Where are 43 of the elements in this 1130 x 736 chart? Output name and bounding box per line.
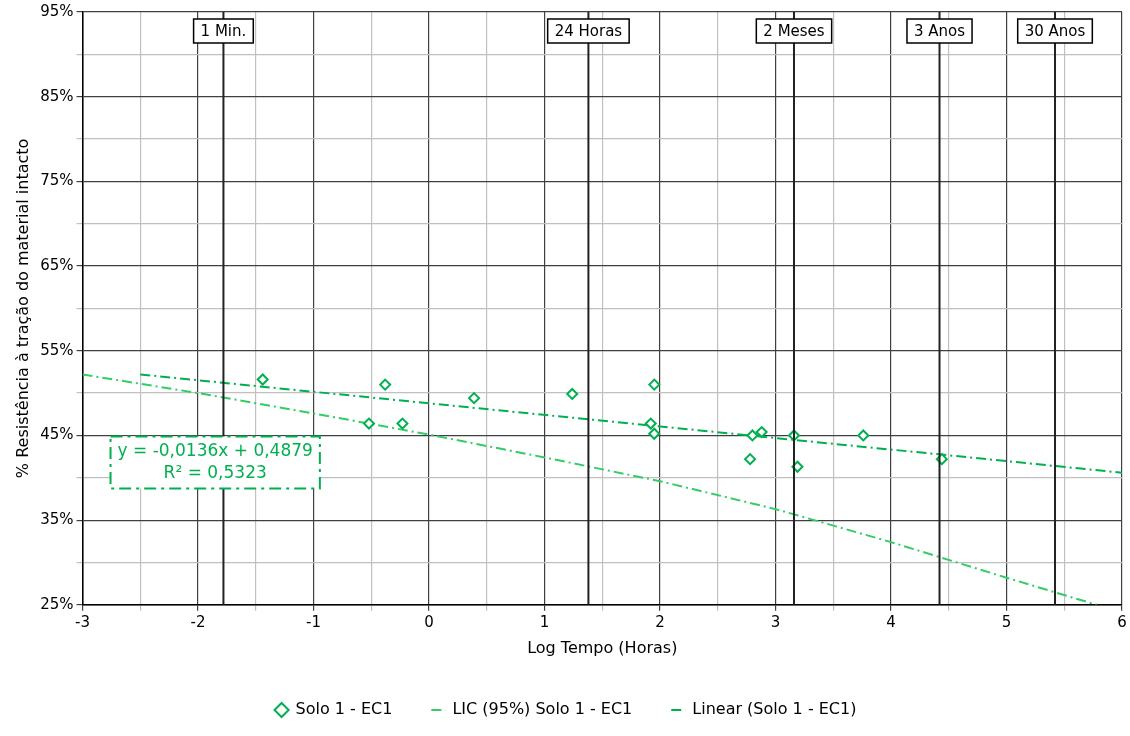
y-tick-label: 45% xyxy=(40,425,74,444)
legend-label: Linear (Solo 1 - EC1) xyxy=(692,699,857,719)
point xyxy=(362,417,375,430)
y-tick-label: 85% xyxy=(40,86,74,105)
point xyxy=(744,453,757,466)
point xyxy=(648,378,661,391)
x-tick-label: 1 xyxy=(539,612,550,631)
point xyxy=(746,429,759,442)
ref-line-label: 24 Horas xyxy=(554,21,623,40)
x-tick-label: 0 xyxy=(424,612,434,631)
y-tick-label: 95% xyxy=(40,1,74,20)
y-tick-label: 65% xyxy=(40,255,74,274)
y-axis-title: % Resistência à tração do material intacto xyxy=(12,138,32,479)
x-tick-label: 6 xyxy=(1117,612,1127,631)
legend-label: Solo 1 - EC1 xyxy=(295,699,393,719)
legend-label: LIC (95%) Solo 1 - EC1 xyxy=(452,699,633,719)
x-tick-label: -3 xyxy=(75,612,91,631)
ref-line-label: 2 Meses xyxy=(763,21,825,40)
point xyxy=(648,427,661,440)
point xyxy=(468,392,481,405)
point xyxy=(857,429,870,442)
ref-line-label: 3 Anos xyxy=(913,21,966,40)
point xyxy=(566,387,579,400)
point xyxy=(256,373,269,386)
x-tick-label: 5 xyxy=(1001,612,1012,631)
point xyxy=(396,417,409,430)
ref-line-label: 1 Min. xyxy=(200,21,247,40)
x-tick-label: 4 xyxy=(886,612,896,631)
x-tick-label: 3 xyxy=(770,612,781,631)
annotation: R² = 0,5323 xyxy=(163,461,267,482)
point xyxy=(755,426,768,439)
annotation: y = -0,0136x + 0,4879 xyxy=(117,439,313,460)
x-tick-label: -1 xyxy=(306,612,322,631)
x-tick-label: -2 xyxy=(190,612,206,631)
ref-line-label: 30 Anos xyxy=(1024,21,1086,40)
point xyxy=(644,417,657,430)
point xyxy=(379,378,392,391)
y-tick-label: 55% xyxy=(40,340,74,359)
y-tick-label: 25% xyxy=(40,594,74,613)
y-tick-label: 75% xyxy=(40,171,74,190)
y-tick-label: 35% xyxy=(40,510,74,528)
x-tick-label: 2 xyxy=(655,612,665,631)
x-axis-title: Log Tempo (Horas) xyxy=(527,637,678,657)
